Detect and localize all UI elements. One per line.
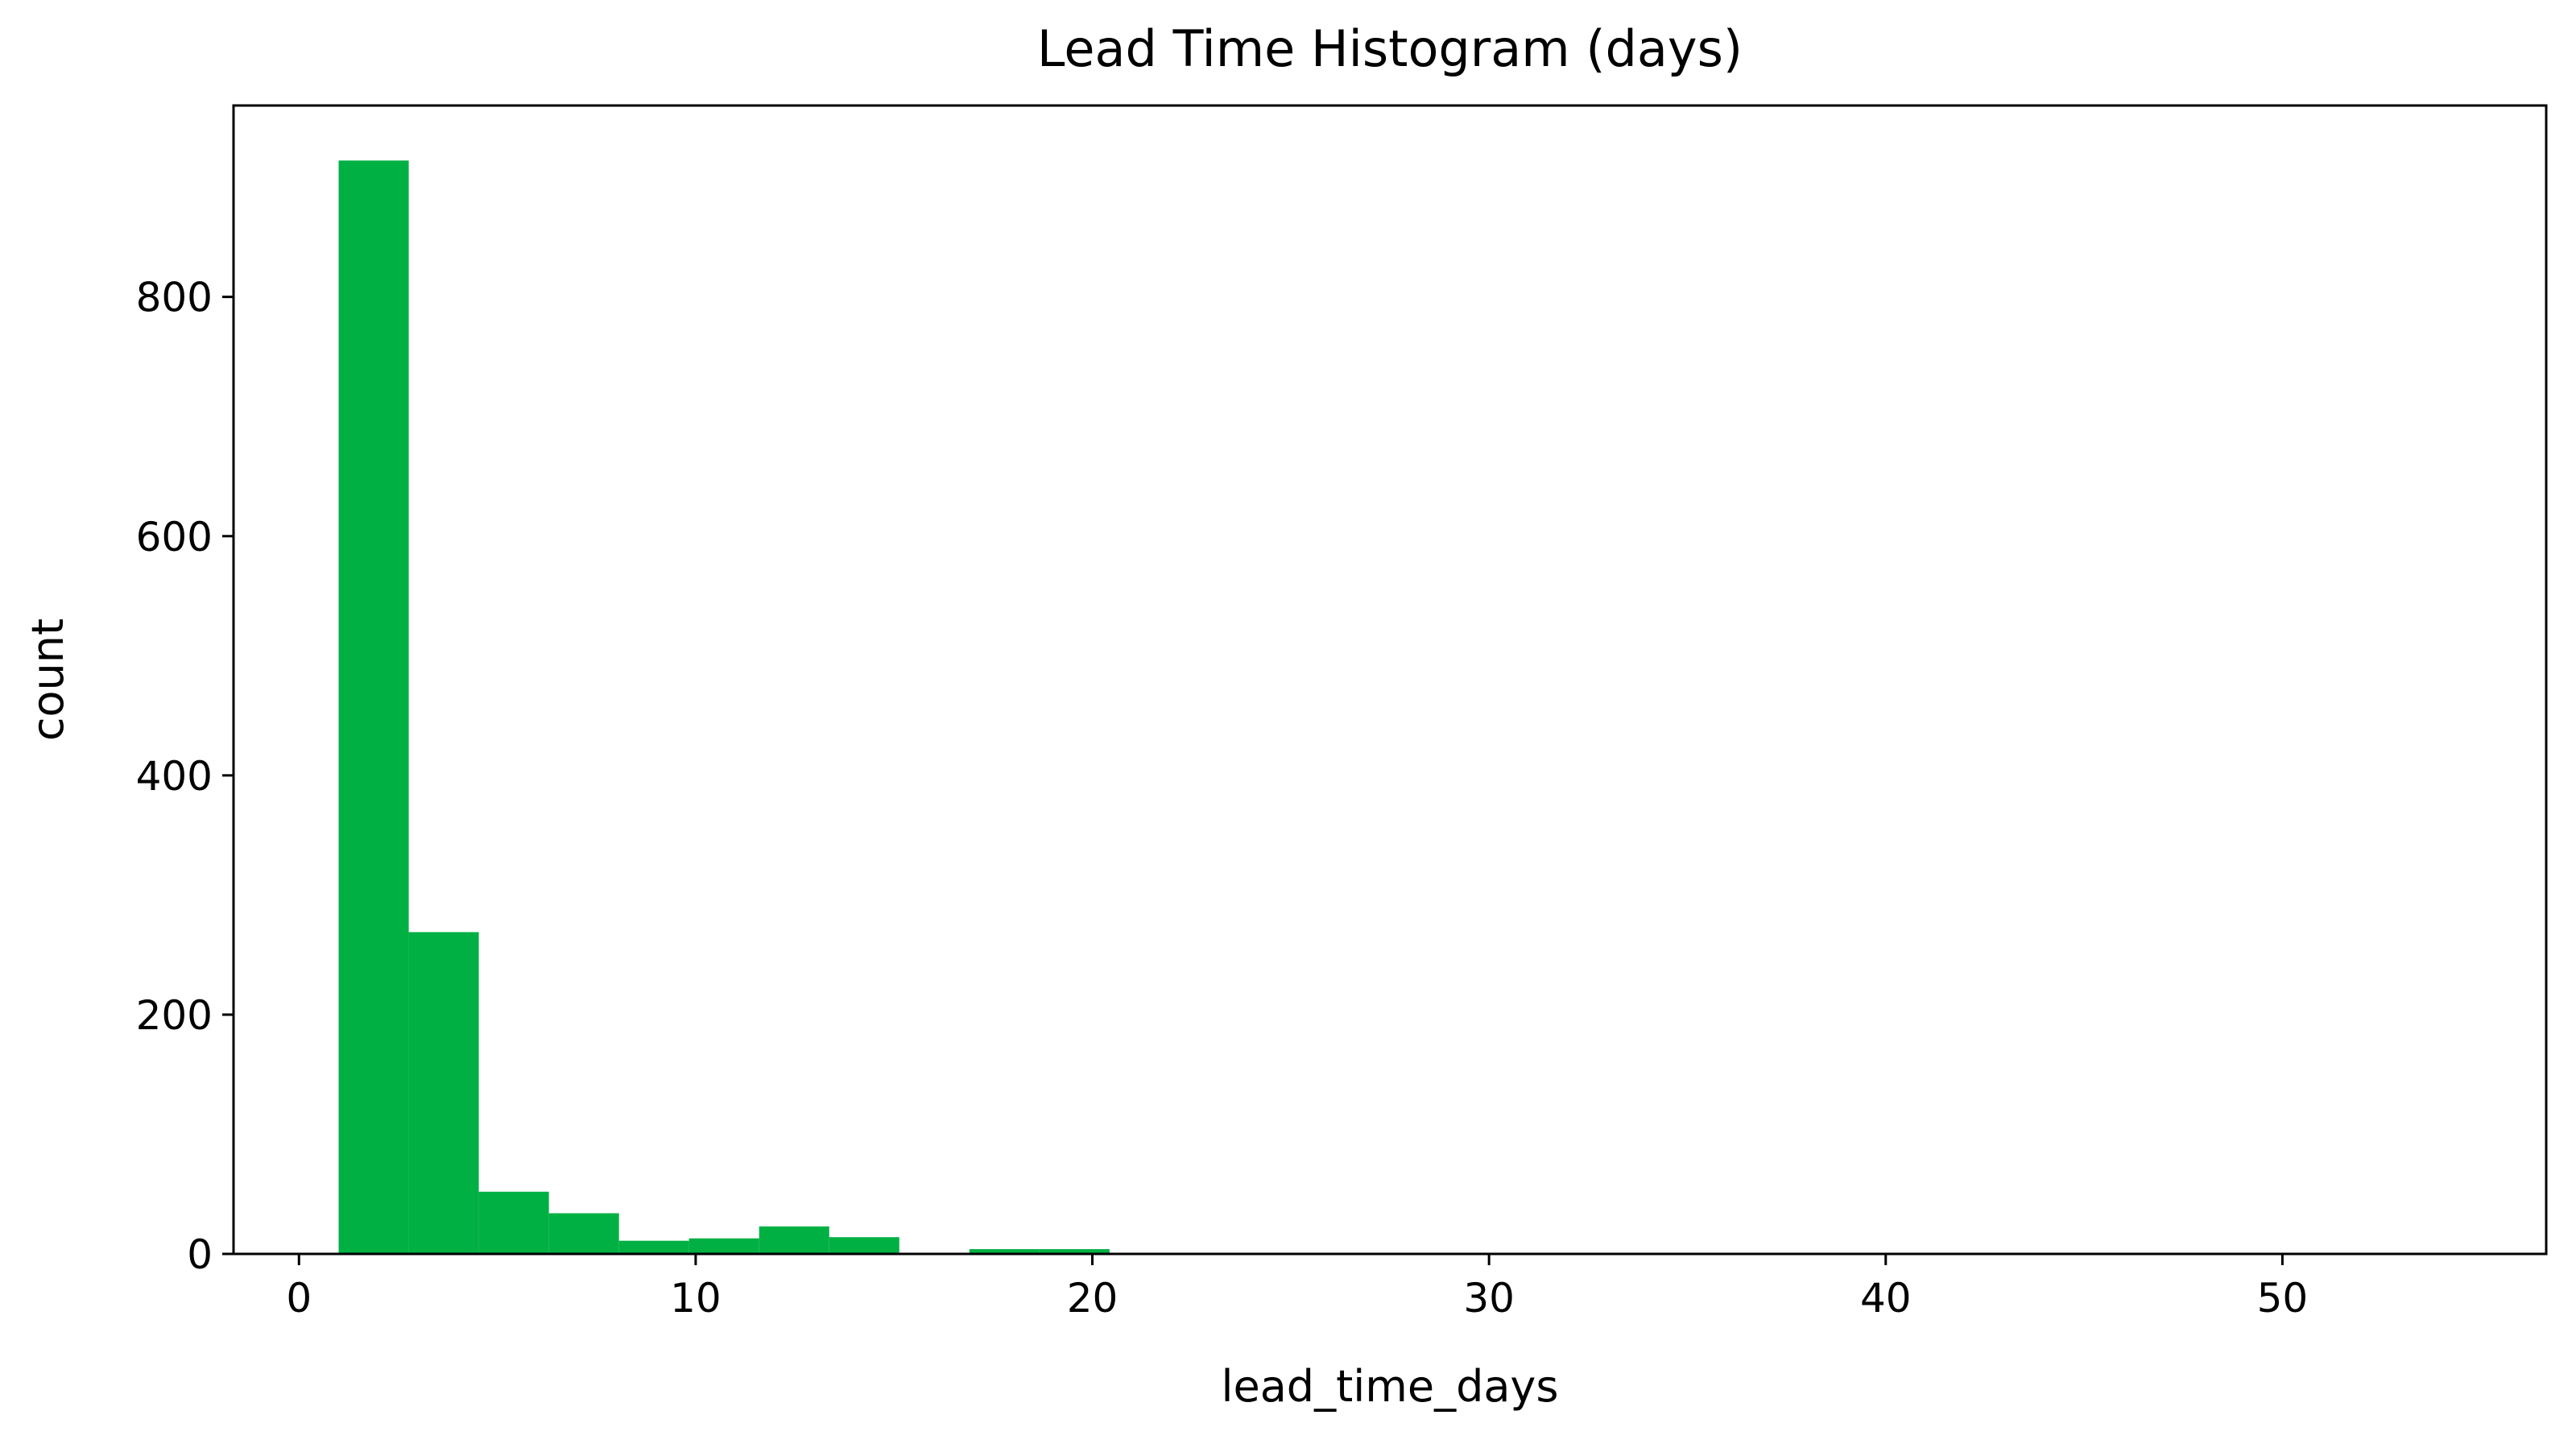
x-tick-label: 20 (1067, 1275, 1118, 1322)
bar (688, 1238, 759, 1254)
y-tick-label: 0 (187, 1231, 213, 1278)
x-tick-label: 40 (1860, 1275, 1912, 1322)
bar (618, 1240, 689, 1254)
chart-title: Lead Time Histogram (days) (1037, 19, 1743, 78)
x-tick-label: 10 (670, 1275, 722, 1322)
bar (969, 1249, 1040, 1254)
x-tick-label: 30 (1463, 1275, 1515, 1322)
y-tick-label: 200 (136, 992, 213, 1039)
bar (478, 1191, 549, 1254)
bar (759, 1226, 829, 1254)
plot-frame (232, 104, 2548, 1256)
bar (829, 1237, 899, 1254)
x-axis-label: lead_time_days (1221, 1361, 1558, 1412)
y-tick-label: 600 (136, 514, 213, 561)
y-tick-label: 800 (136, 275, 213, 321)
bar (338, 160, 409, 1255)
x-tick-label: 50 (2257, 1275, 2309, 1322)
y-axis-label: count (23, 619, 73, 741)
bar (408, 932, 479, 1254)
x-tick-label: 0 (286, 1275, 312, 1322)
bar (1039, 1249, 1110, 1254)
bar (548, 1213, 619, 1254)
y-tick-label: 400 (136, 753, 213, 800)
